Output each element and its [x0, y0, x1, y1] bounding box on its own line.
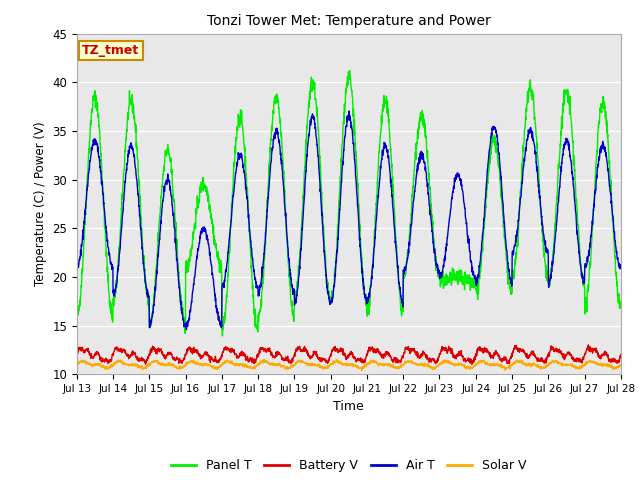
- Air T: [584, 252, 592, 258]
- Battery V: [73, 352, 81, 358]
- Battery V: [584, 346, 592, 352]
- Air T: [346, 108, 353, 114]
- Line: Air T: Air T: [77, 111, 621, 330]
- Legend: Panel T, Battery V, Air T, Solar V: Panel T, Battery V, Air T, Solar V: [166, 454, 531, 477]
- Panel T: [225, 255, 232, 261]
- Y-axis label: Temperature (C) / Power (V): Temperature (C) / Power (V): [34, 122, 47, 286]
- Air T: [225, 244, 232, 250]
- Battery V: [569, 357, 577, 362]
- Solar V: [617, 362, 625, 368]
- Panel T: [508, 292, 515, 298]
- Battery V: [468, 361, 476, 367]
- Battery V: [365, 348, 372, 354]
- Panel T: [219, 333, 227, 339]
- Air T: [365, 290, 372, 296]
- Battery V: [225, 347, 232, 352]
- Air T: [73, 266, 81, 272]
- Solar V: [584, 359, 592, 365]
- Line: Battery V: Battery V: [77, 345, 621, 364]
- Air T: [617, 265, 625, 271]
- Solar V: [377, 362, 385, 368]
- Panel T: [73, 311, 81, 317]
- Air T: [182, 327, 190, 333]
- Panel T: [570, 144, 577, 150]
- Solar V: [365, 361, 372, 367]
- Air T: [570, 181, 577, 187]
- Line: Panel T: Panel T: [77, 71, 621, 336]
- Panel T: [584, 281, 592, 287]
- Panel T: [346, 68, 353, 73]
- Solar V: [508, 363, 515, 369]
- Solar V: [570, 364, 577, 370]
- Solar V: [73, 361, 81, 367]
- Panel T: [377, 131, 385, 137]
- Battery V: [376, 352, 384, 358]
- Air T: [508, 278, 515, 284]
- Solar V: [260, 356, 268, 362]
- Panel T: [617, 301, 625, 307]
- Panel T: [365, 305, 372, 311]
- Battery V: [507, 356, 515, 361]
- Solar V: [358, 368, 365, 373]
- Battery V: [617, 352, 625, 358]
- X-axis label: Time: Time: [333, 400, 364, 413]
- Solar V: [225, 359, 232, 365]
- Text: TZ_tmet: TZ_tmet: [82, 44, 140, 57]
- Air T: [377, 166, 385, 171]
- Line: Solar V: Solar V: [77, 359, 621, 371]
- Battery V: [584, 342, 592, 348]
- Title: Tonzi Tower Met: Temperature and Power: Tonzi Tower Met: Temperature and Power: [207, 14, 491, 28]
